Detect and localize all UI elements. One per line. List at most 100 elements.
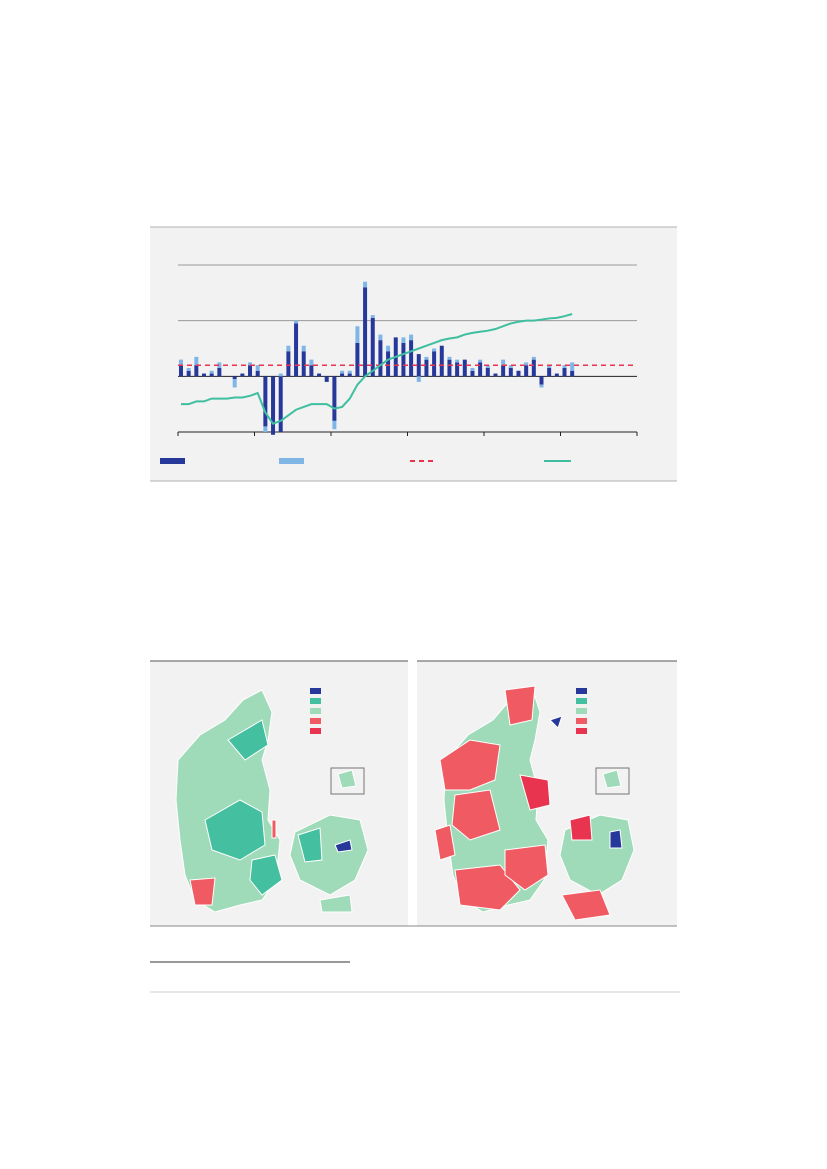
bar <box>409 340 414 377</box>
bar <box>378 334 383 341</box>
region <box>454 864 521 911</box>
region <box>439 739 501 791</box>
bar <box>240 373 245 377</box>
bar <box>570 370 575 377</box>
bar <box>347 370 352 374</box>
bar <box>209 370 214 374</box>
inset-box <box>330 767 365 795</box>
legend-swatch <box>160 458 185 464</box>
bar <box>255 365 260 371</box>
bar <box>278 376 283 432</box>
bar <box>478 359 483 363</box>
bar <box>179 365 183 377</box>
legend-swatch <box>576 728 587 734</box>
bar <box>386 351 391 377</box>
bar <box>409 334 414 341</box>
bar <box>432 348 437 352</box>
bar <box>531 359 536 377</box>
bar <box>547 365 552 368</box>
bar <box>539 384 544 388</box>
line <box>181 313 573 425</box>
bar <box>317 373 322 377</box>
legend-swatch <box>576 688 587 694</box>
region <box>561 889 611 921</box>
bar <box>447 356 452 360</box>
bar <box>570 362 575 371</box>
bar <box>332 376 337 421</box>
bar <box>217 367 222 377</box>
bar <box>508 367 513 377</box>
bar <box>347 373 352 377</box>
bar <box>248 365 253 377</box>
bar <box>447 359 452 377</box>
region <box>504 844 549 891</box>
bar <box>255 370 260 377</box>
bar <box>401 342 406 377</box>
bar <box>416 376 421 382</box>
region <box>504 685 536 726</box>
region <box>569 814 593 841</box>
bar <box>524 365 529 377</box>
bar <box>286 351 291 377</box>
bar <box>294 320 299 324</box>
bar <box>516 370 521 377</box>
bar <box>202 373 207 377</box>
region <box>451 789 501 841</box>
region <box>249 854 283 896</box>
bar <box>562 365 567 368</box>
bar <box>370 317 375 377</box>
bar <box>401 337 406 343</box>
bar <box>340 370 345 374</box>
bar <box>309 365 314 377</box>
bar <box>263 426 268 432</box>
bar <box>501 359 506 366</box>
bar <box>439 345 444 377</box>
legend-swatch <box>310 698 321 704</box>
map-left <box>175 688 369 913</box>
inset-box <box>595 767 630 795</box>
bar <box>432 351 437 377</box>
bar <box>370 315 375 318</box>
bar <box>562 367 567 377</box>
bar <box>263 376 268 427</box>
bar <box>485 367 490 377</box>
bar <box>547 367 552 377</box>
bar <box>470 370 475 377</box>
bar <box>424 356 429 360</box>
region <box>189 877 216 906</box>
bar <box>301 351 306 377</box>
region <box>227 719 269 761</box>
bar <box>278 373 283 377</box>
chart <box>160 264 638 464</box>
legend-swatch <box>576 708 587 714</box>
chart-panel <box>150 227 677 481</box>
bar <box>309 359 314 366</box>
bar <box>324 376 329 382</box>
map-right <box>434 685 635 921</box>
legend-swatch <box>576 698 587 704</box>
bar <box>416 354 421 377</box>
bar <box>501 365 506 377</box>
bar <box>531 356 536 360</box>
region <box>602 769 622 789</box>
bar <box>355 326 360 343</box>
bar <box>301 345 306 352</box>
region <box>519 774 551 811</box>
bar <box>539 376 544 385</box>
region <box>334 839 353 853</box>
bar <box>271 376 276 435</box>
bar <box>340 373 345 377</box>
legend-swatch <box>310 728 321 734</box>
bar <box>194 365 199 377</box>
bar <box>493 373 498 377</box>
legend-swatch <box>310 718 321 724</box>
bar <box>294 323 299 377</box>
bar <box>462 359 467 377</box>
legend-swatch <box>279 458 304 464</box>
bar <box>209 373 214 377</box>
region <box>271 819 277 839</box>
region <box>549 715 563 729</box>
region <box>297 827 323 863</box>
